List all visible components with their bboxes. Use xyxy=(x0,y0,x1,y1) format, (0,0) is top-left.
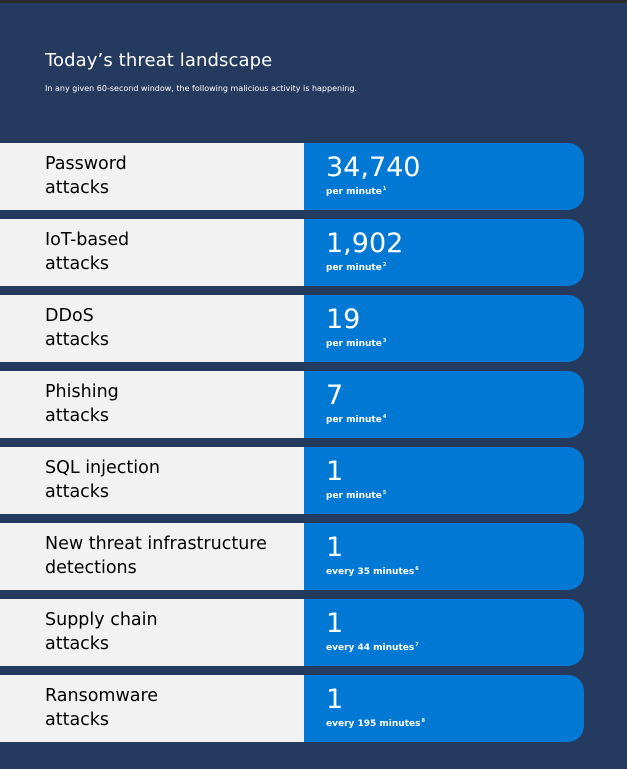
threat-rate: per minute3 xyxy=(326,336,584,350)
threat-rate-text: per minute xyxy=(326,187,382,197)
threat-rate: every 35 minutes6 xyxy=(326,564,584,578)
top-border xyxy=(0,0,627,3)
threat-rate-text: per minute xyxy=(326,263,382,273)
threat-label-cell: IoT-based attacks xyxy=(0,219,304,286)
threat-value-cell: 34,740 per minute1 xyxy=(304,143,584,210)
threat-row-password: Password attacks 34,740 per minute1 xyxy=(0,143,584,210)
threat-label: Phishing attacks xyxy=(45,381,119,428)
threat-rate: per minute4 xyxy=(326,412,584,426)
threat-row-iot: IoT-based attacks 1,902 per minute2 xyxy=(0,219,584,286)
threat-label: Supply chain attacks xyxy=(45,609,158,656)
threat-label-line1: IoT-based xyxy=(45,230,130,250)
threat-label: Password attacks xyxy=(45,153,127,200)
threat-row-sql-injection: SQL injection attacks 1 per minute5 xyxy=(0,447,584,514)
footnote-marker: 3 xyxy=(382,338,387,344)
threat-rate-text: per minute xyxy=(326,491,382,501)
threat-label: SQL injection attacks xyxy=(45,457,160,504)
threat-label-line1: Supply chain xyxy=(45,610,158,630)
threat-label: DDoS attacks xyxy=(45,305,109,352)
threat-label-line2: attacks xyxy=(45,709,110,730)
threat-label-line2: attacks xyxy=(45,177,110,198)
threat-count: 19 xyxy=(326,304,361,335)
threat-label-line2: attacks xyxy=(45,253,110,274)
page-subtitle: In any given 60-second window, the follo… xyxy=(45,84,357,93)
footnote-marker: 2 xyxy=(382,262,387,268)
threat-row-ddos: DDoS attacks 19 per minute3 xyxy=(0,295,584,362)
threat-label-line1: New threat infrastructure xyxy=(45,534,267,554)
threat-label-cell: Ransomware attacks xyxy=(0,675,304,742)
footnote-marker: 5 xyxy=(382,490,387,496)
threat-value-cell: 1 every 35 minutes6 xyxy=(304,523,584,590)
threat-value-cell: 7 per minute4 xyxy=(304,371,584,438)
threat-label-cell: DDoS attacks xyxy=(0,295,304,362)
threat-rate: per minute1 xyxy=(326,184,584,198)
threat-label-line2: detections xyxy=(45,557,137,578)
footnote-marker: 7 xyxy=(415,642,419,648)
threat-rate: every 44 minutes7 xyxy=(326,640,584,654)
threat-label-cell: Password attacks xyxy=(0,143,304,210)
threat-count: 1 xyxy=(326,532,344,563)
threat-label-line1: Password xyxy=(45,154,127,174)
threat-rate: every 195 minutes8 xyxy=(326,716,584,730)
threat-value-cell: 1,902 per minute2 xyxy=(304,219,584,286)
threat-rate-text: every 195 minutes xyxy=(326,719,421,729)
threat-value-cell: 1 every 44 minutes7 xyxy=(304,599,584,666)
threat-label-line1: Phishing xyxy=(45,382,119,402)
threat-value-cell: 1 per minute5 xyxy=(304,447,584,514)
threat-rate: per minute5 xyxy=(326,488,584,502)
threat-label-line2: attacks xyxy=(45,481,110,502)
threat-row-supply-chain: Supply chain attacks 1 every 44 minutes7 xyxy=(0,599,584,666)
threat-count: 1 xyxy=(326,608,344,639)
threat-label-cell: New threat infrastructure detections xyxy=(0,523,304,590)
footnote-marker: 6 xyxy=(415,566,419,572)
threat-label-line1: Ransomware xyxy=(45,686,159,706)
threat-label: Ransomware attacks xyxy=(45,685,158,732)
threat-row-phishing: Phishing attacks 7 per minute4 xyxy=(0,371,584,438)
threat-count: 7 xyxy=(326,380,344,411)
threat-rate-text: every 44 minutes xyxy=(326,643,415,653)
threat-list: Password attacks 34,740 per minute1 IoT-… xyxy=(0,143,584,751)
threat-count: 34,740 xyxy=(326,152,421,183)
threat-label-cell: SQL injection attacks xyxy=(0,447,304,514)
threat-label-line1: DDoS xyxy=(45,306,94,326)
footnote-marker: 4 xyxy=(382,414,387,420)
threat-count: 1 xyxy=(326,456,344,487)
threat-rate-text: per minute xyxy=(326,339,382,349)
footnote-marker: 8 xyxy=(421,718,425,724)
threat-row-infrastructure: New threat infrastructure detections 1 e… xyxy=(0,523,584,590)
threat-rate: per minute2 xyxy=(326,260,584,274)
threat-label-line2: attacks xyxy=(45,329,110,350)
threat-count: 1,902 xyxy=(326,228,404,259)
threat-label-line2: attacks xyxy=(45,633,110,654)
threat-label: IoT-based attacks xyxy=(45,229,129,276)
threat-rate-text: every 35 minutes xyxy=(326,567,415,577)
page-title: Today’s threat landscape xyxy=(45,50,273,71)
threat-label-cell: Supply chain attacks xyxy=(0,599,304,666)
threat-value-cell: 19 per minute3 xyxy=(304,295,584,362)
threat-rate-text: per minute xyxy=(326,415,382,425)
threat-label-line2: attacks xyxy=(45,405,110,426)
threat-row-ransomware: Ransomware attacks 1 every 195 minutes8 xyxy=(0,675,584,742)
threat-count: 1 xyxy=(326,684,344,715)
footnote-marker: 1 xyxy=(382,186,387,192)
threat-label-cell: Phishing attacks xyxy=(0,371,304,438)
threat-value-cell: 1 every 195 minutes8 xyxy=(304,675,584,742)
threat-label: New threat infrastructure detections xyxy=(45,533,267,580)
threat-label-line1: SQL injection xyxy=(45,458,160,478)
